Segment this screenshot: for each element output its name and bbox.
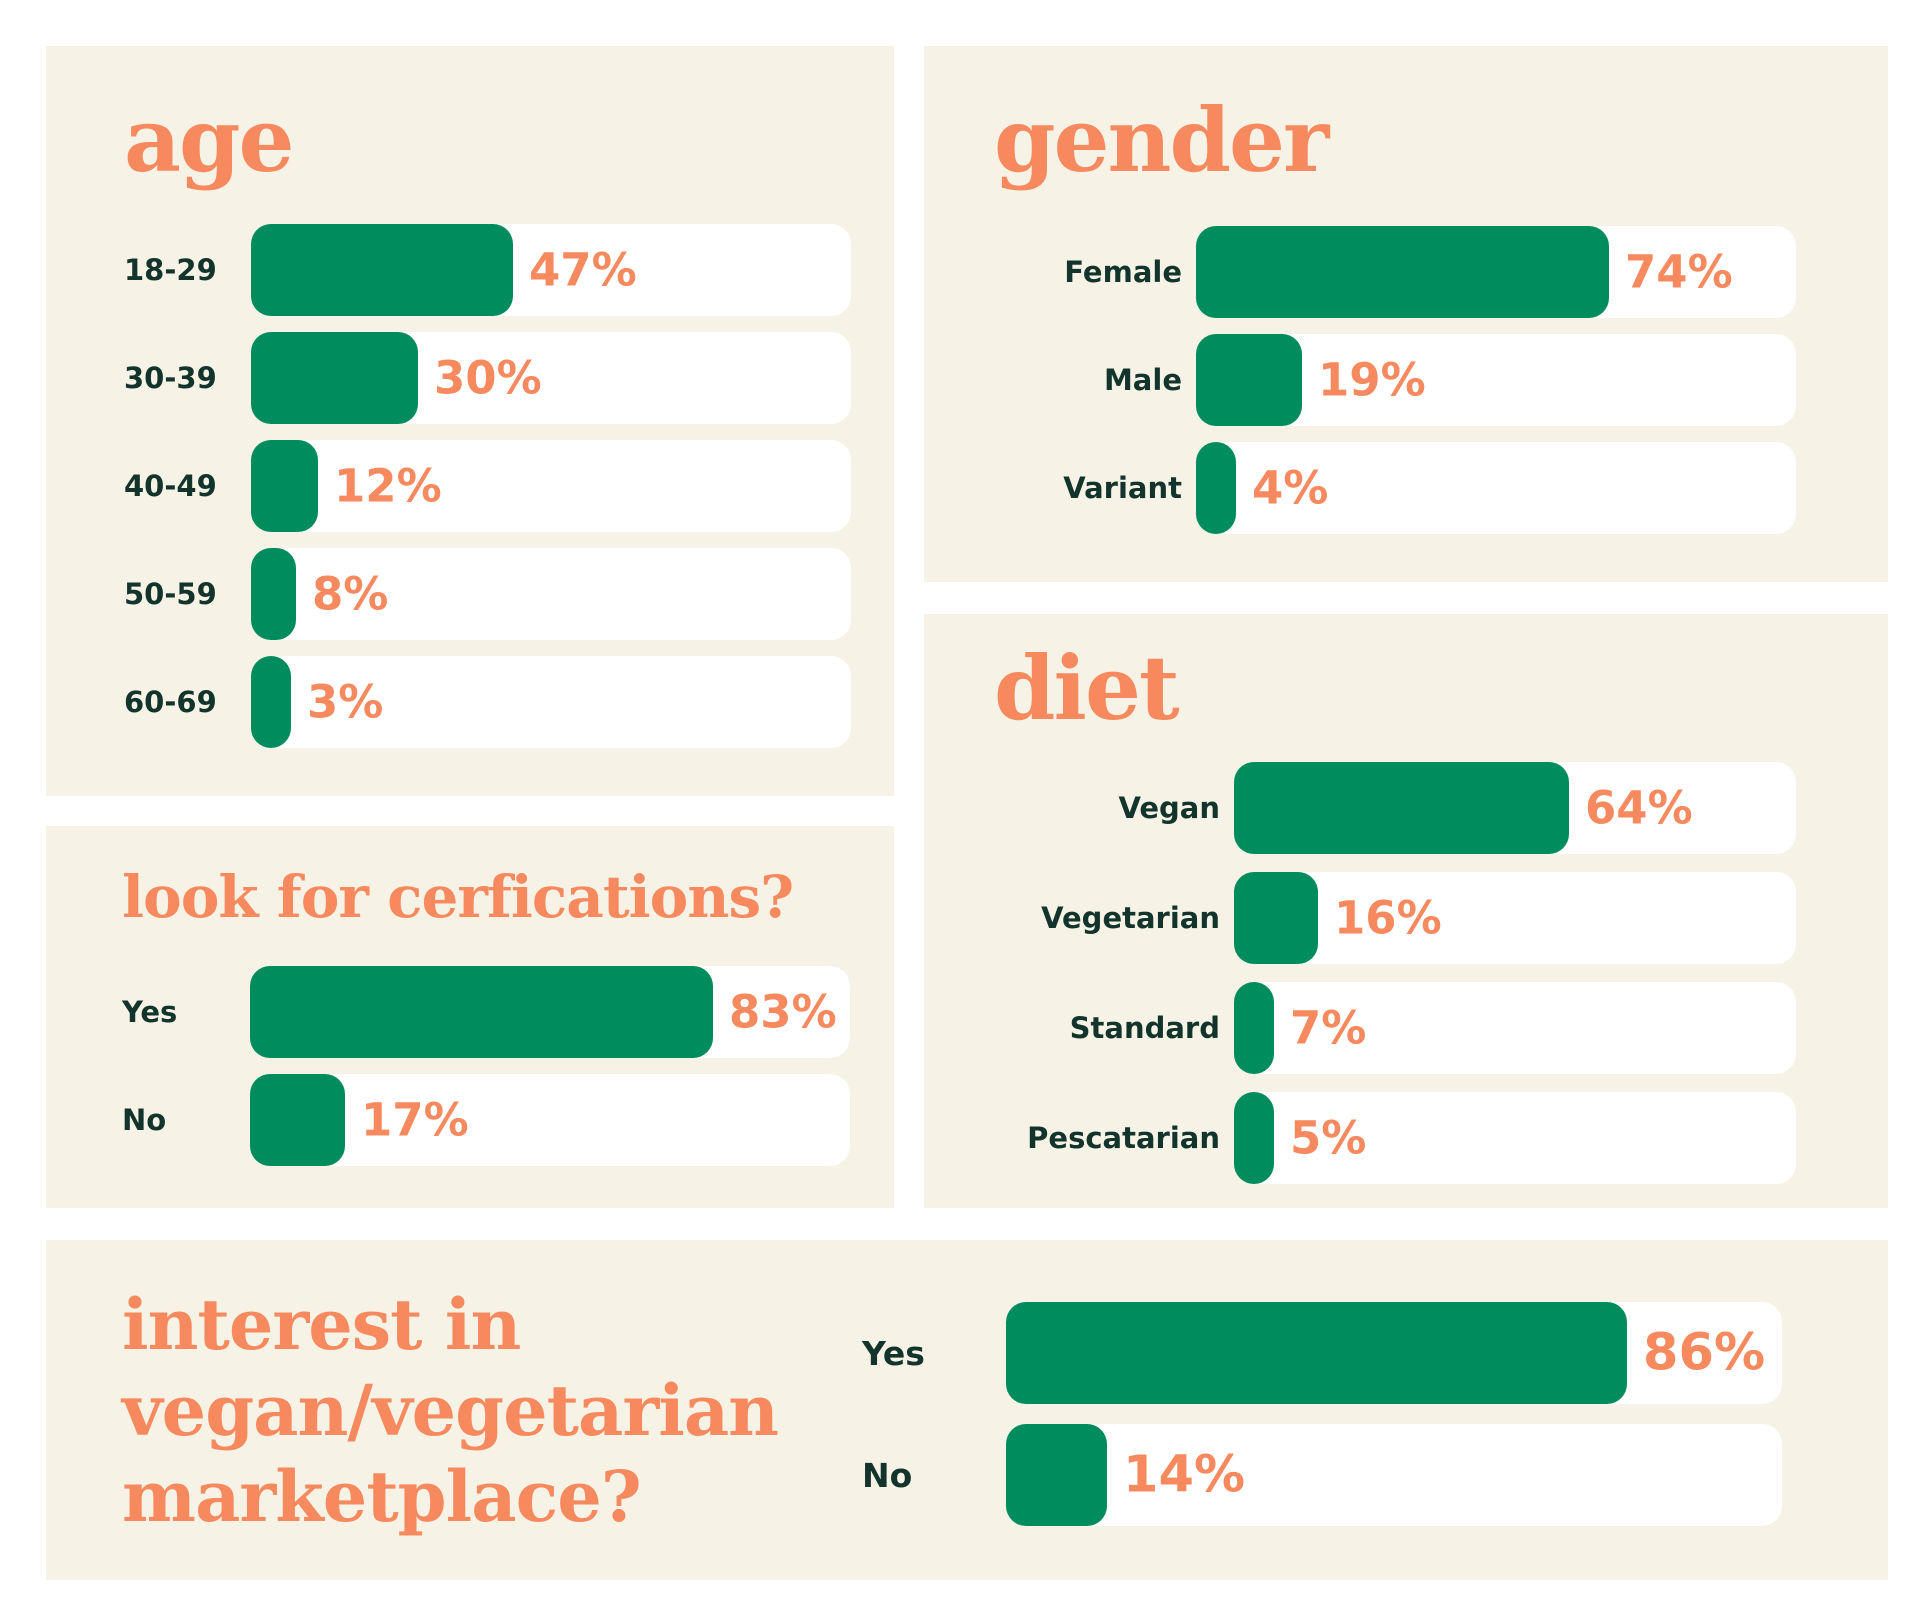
- category-label: No: [122, 1102, 167, 1137]
- value-label: 14%: [1123, 1445, 1246, 1505]
- bar-track: 64%: [1234, 762, 1796, 854]
- bar-track: 74%: [1196, 226, 1796, 318]
- gender-title: gender: [994, 88, 1329, 192]
- value-label: 30%: [434, 351, 542, 405]
- bar-yes: [250, 966, 713, 1058]
- bar-track: 14%: [1006, 1424, 1782, 1526]
- category-label: Female: [1064, 254, 1182, 289]
- bar-vegan: [1234, 762, 1569, 854]
- gender-panel: gender Female 74% Male 19% Variant 4%: [924, 46, 1888, 582]
- category-label: 30-39: [124, 360, 217, 395]
- bar-male: [1196, 334, 1302, 426]
- diet-panel: diet Vegan 64% Vegetarian 16% Standard 7% Pesc…: [924, 614, 1888, 1208]
- bar-track: 3%: [251, 656, 851, 748]
- age-title: age: [124, 88, 295, 192]
- category-label: No: [862, 1455, 913, 1495]
- value-label: 83%: [729, 985, 837, 1039]
- bar-track: 16%: [1234, 872, 1796, 964]
- value-label: 4%: [1252, 461, 1329, 515]
- bar-40-49: [251, 440, 318, 532]
- bar-18-29: [251, 224, 513, 316]
- bar-track: 86%: [1006, 1302, 1782, 1404]
- value-label: 17%: [361, 1093, 469, 1147]
- value-label: 16%: [1334, 891, 1442, 945]
- bar-track: 17%: [250, 1074, 850, 1166]
- bar-no: [1006, 1424, 1107, 1526]
- value-label: 7%: [1290, 1001, 1367, 1055]
- bar-50-59: [251, 548, 296, 640]
- bar-track: 12%: [251, 440, 851, 532]
- certifications-panel: look for cerfications? Yes 83% No 17%: [46, 826, 894, 1208]
- certifications-title: look for cerfications?: [122, 863, 794, 931]
- diet-title: diet: [994, 636, 1180, 740]
- interest-title: interest in vegan/vegetarian marketplace…: [122, 1282, 779, 1540]
- bar-yes: [1006, 1302, 1627, 1404]
- category-label: Yes: [862, 1333, 925, 1373]
- value-label: 19%: [1318, 353, 1426, 407]
- category-label: Vegan: [1118, 790, 1221, 825]
- category-label: 40-49: [124, 468, 217, 503]
- interest-title-line-3: marketplace?: [122, 1455, 642, 1538]
- bar-30-39: [251, 332, 418, 424]
- bar-vegetarian: [1234, 872, 1318, 964]
- value-label: 86%: [1643, 1323, 1766, 1383]
- interest-panel: interest in vegan/vegetarian marketplace…: [46, 1240, 1888, 1580]
- bar-standard: [1234, 982, 1274, 1074]
- value-label: 47%: [529, 243, 637, 297]
- bar-track: 47%: [251, 224, 851, 316]
- value-label: 64%: [1585, 781, 1693, 835]
- category-label: 18-29: [124, 252, 217, 287]
- age-panel: age 18-29 47% 30-39 30% 40-49 12% 50-59 8% 60-69…: [46, 46, 894, 796]
- bar-track: 30%: [251, 332, 851, 424]
- category-label: Vegetarian: [1041, 900, 1220, 935]
- category-label: Standard: [1069, 1010, 1220, 1045]
- bar-track: 19%: [1196, 334, 1796, 426]
- bar-pescatarian: [1234, 1092, 1274, 1184]
- value-label: 5%: [1290, 1111, 1367, 1165]
- bar-60-69: [251, 656, 291, 748]
- category-label: Yes: [122, 994, 178, 1029]
- bar-female: [1196, 226, 1609, 318]
- category-label: Male: [1103, 362, 1182, 397]
- interest-title-line-2: vegan/vegetarian: [122, 1369, 779, 1452]
- interest-title-line-1: interest in: [122, 1283, 521, 1366]
- value-label: 74%: [1625, 245, 1733, 299]
- value-label: 12%: [334, 459, 442, 513]
- category-label: Pescatarian: [1027, 1120, 1220, 1155]
- value-label: 8%: [312, 567, 389, 621]
- category-label: 60-69: [124, 684, 217, 719]
- bar-track: 83%: [250, 966, 850, 1058]
- bar-track: 5%: [1234, 1092, 1796, 1184]
- bar-track: 4%: [1196, 442, 1796, 534]
- bar-track: 8%: [251, 548, 851, 640]
- value-label: 3%: [307, 675, 384, 729]
- bar-track: 7%: [1234, 982, 1796, 1074]
- bar-variant: [1196, 442, 1236, 534]
- category-label: 50-59: [124, 576, 217, 611]
- category-label: Variant: [1063, 470, 1182, 505]
- bar-no: [250, 1074, 345, 1166]
